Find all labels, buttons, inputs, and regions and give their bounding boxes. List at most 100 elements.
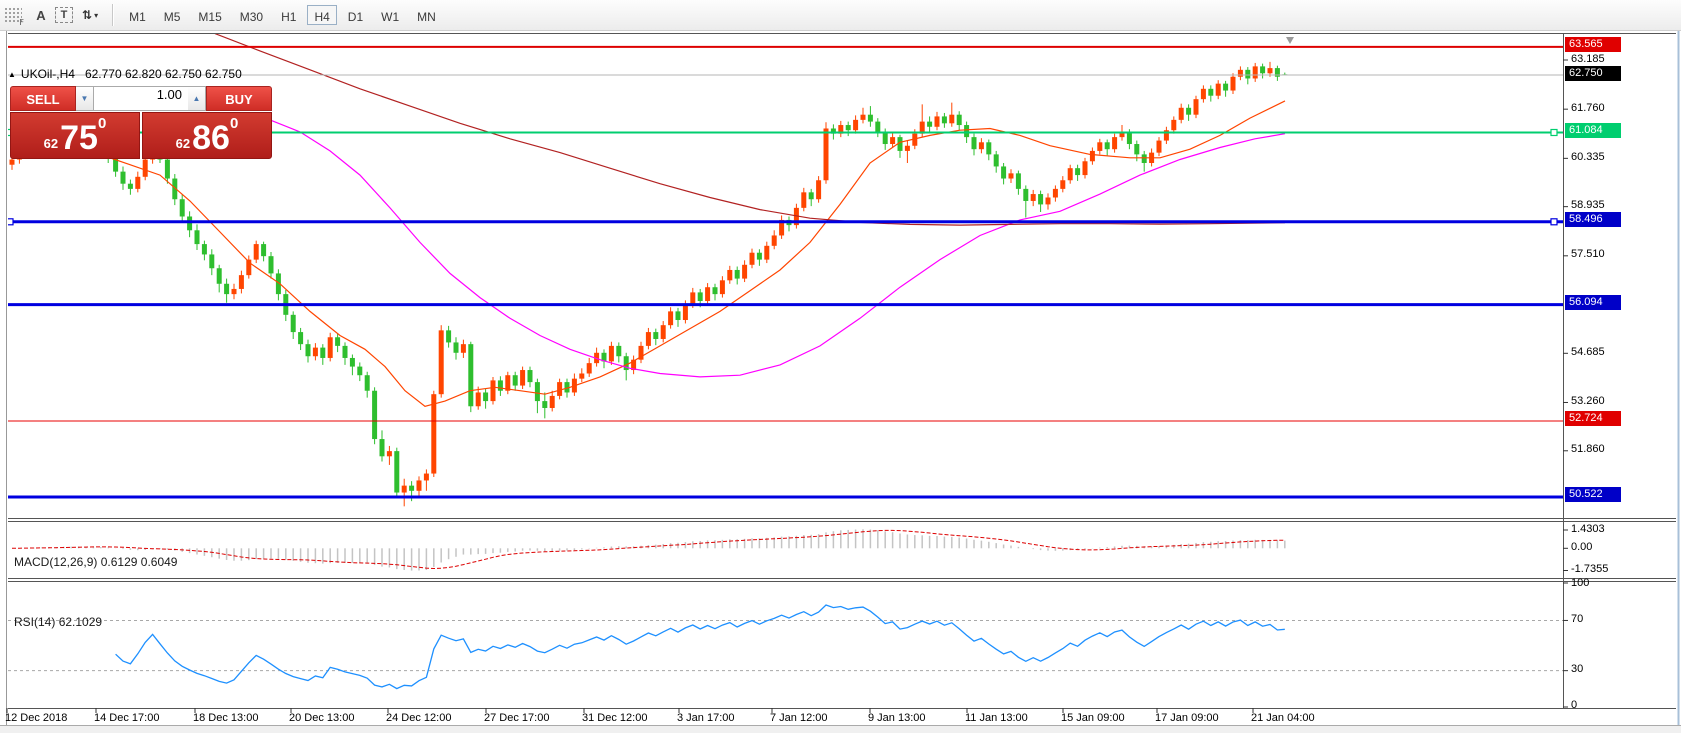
- candle: [882, 131, 888, 145]
- candle: [971, 137, 977, 150]
- candle: [1245, 69, 1251, 79]
- sell-price-panel[interactable]: 62 75 0: [10, 112, 140, 159]
- tf-button-MN[interactable]: MN: [410, 5, 443, 25]
- time-axis-label: 17 Jan 09:00: [1155, 712, 1219, 724]
- chart-symbol-timeframe: UKOil-,H4: [20, 67, 75, 81]
- buy-price-panel[interactable]: 62 86 0: [142, 112, 272, 159]
- candle: [1023, 188, 1029, 201]
- volume-increase-button[interactable]: ▲: [188, 86, 206, 111]
- candle: [312, 347, 318, 357]
- rsi-panel[interactable]: [8, 604, 1563, 690]
- timeframe-button-group: M1 M5 M15 M30 H1 H4 D1 W1 MN: [120, 5, 445, 25]
- volume-input[interactable]: 1.00: [94, 86, 188, 111]
- candle: [253, 244, 259, 260]
- tf-button-D1[interactable]: D1: [341, 5, 370, 25]
- tf-button-M5[interactable]: M5: [157, 5, 188, 25]
- candle: [1067, 168, 1073, 181]
- candle: [409, 485, 415, 491]
- candle: [719, 280, 725, 295]
- candle: [394, 451, 400, 493]
- macd-panel[interactable]: [11, 529, 1286, 571]
- tf-button-M1[interactable]: M1: [122, 5, 153, 25]
- collapse-triangle-icon[interactable]: ▲: [8, 70, 16, 79]
- price-shift-marker-icon[interactable]: [1286, 37, 1294, 44]
- sell-button[interactable]: SELL: [10, 86, 76, 111]
- buy-price-sup: 0: [229, 115, 239, 132]
- tf-button-M30[interactable]: M30: [233, 5, 270, 25]
- candle: [941, 116, 947, 124]
- candle: [298, 332, 304, 345]
- candle: [349, 357, 355, 367]
- time-axis-label: 18 Dec 13:00: [193, 712, 259, 724]
- chart-canvas[interactable]: [0, 31, 1681, 733]
- price-tick-label: 54.685: [1571, 345, 1605, 358]
- time-axis-label: 21 Jan 04:00: [1251, 712, 1315, 724]
- ma-long-line[interactable]: [214, 33, 1286, 226]
- candle: [934, 116, 940, 127]
- candle: [135, 176, 141, 189]
- tf-button-W1[interactable]: W1: [374, 5, 406, 25]
- candle: [342, 345, 348, 358]
- ma-fast-line[interactable]: [11, 100, 1286, 407]
- time-axis-label: 15 Jan 09:00: [1061, 712, 1125, 724]
- price-tick-label: 58.935: [1571, 199, 1605, 212]
- candle: [608, 345, 614, 362]
- price-tick-label: 57.510: [1571, 248, 1605, 261]
- candle: [1030, 194, 1036, 201]
- candle: [453, 342, 459, 353]
- candle: [801, 192, 807, 208]
- candle: [364, 375, 370, 391]
- tf-button-H1[interactable]: H1: [274, 5, 303, 25]
- chart-window[interactable]: ▲ UKOil-,H4 62.770 62.820 62.750 62.750 SE…: [0, 31, 1681, 726]
- candle: [490, 380, 496, 402]
- candle: [1215, 83, 1221, 96]
- candle: [601, 352, 607, 362]
- time-axis-label: 7 Jan 12:00: [770, 712, 828, 724]
- volume-decrease-button[interactable]: ▼: [76, 86, 94, 111]
- text-label-tool-icon[interactable]: A: [29, 4, 53, 26]
- price-level-label: 61.084: [1565, 122, 1621, 138]
- candle: [964, 125, 970, 138]
- text-box-tool-icon[interactable]: T: [55, 7, 73, 23]
- tf-button-H4[interactable]: H4: [307, 5, 337, 25]
- arrow-objects-tool-icon[interactable]: ⇅ ▾: [75, 4, 105, 26]
- candle: [557, 382, 563, 396]
- candle: [327, 337, 333, 358]
- candle: [912, 133, 918, 146]
- price-level-label: 63.565: [1565, 37, 1621, 53]
- candle: [1104, 142, 1110, 150]
- candle: [1223, 83, 1229, 91]
- toolbar-handle-label: F: [19, 18, 24, 27]
- toolbar-drag-handle-icon[interactable]: F: [4, 7, 24, 27]
- rsi-axis-label: 70: [1571, 612, 1584, 625]
- one-click-trading-widget: SELL ▼ 1.00 ▲ BUY 62 75 0 62 86 0: [10, 86, 272, 159]
- candle: [127, 183, 133, 189]
- candle: [756, 252, 762, 260]
- candle: [113, 157, 119, 172]
- candle: [1052, 188, 1058, 198]
- candle: [823, 128, 829, 181]
- candle: [194, 230, 200, 245]
- candle: [320, 347, 326, 358]
- price-panel[interactable]: [7, 33, 1563, 507]
- candle: [808, 192, 814, 200]
- candle: [142, 159, 148, 177]
- buy-button[interactable]: BUY: [206, 86, 272, 111]
- macd-label: MACD(12,26,9) 0.6129 0.6049: [14, 555, 177, 569]
- candle: [1200, 88, 1206, 100]
- line-handle[interactable]: [1550, 128, 1558, 137]
- line-handle[interactable]: [1550, 218, 1558, 226]
- candle: [1178, 107, 1184, 120]
- line-handle[interactable]: [7, 218, 14, 226]
- tf-button-M15[interactable]: M15: [191, 5, 228, 25]
- time-axis-label: 11 Jan 13:00: [965, 712, 1028, 724]
- ma-slow-line[interactable]: [269, 119, 1286, 378]
- candle: [1186, 107, 1192, 115]
- candle: [275, 273, 281, 295]
- candle: [986, 142, 992, 155]
- candle: [564, 382, 570, 393]
- candle: [956, 114, 962, 126]
- candle: [172, 178, 178, 200]
- candle: [1163, 130, 1169, 141]
- sell-price-big: 75: [60, 119, 98, 157]
